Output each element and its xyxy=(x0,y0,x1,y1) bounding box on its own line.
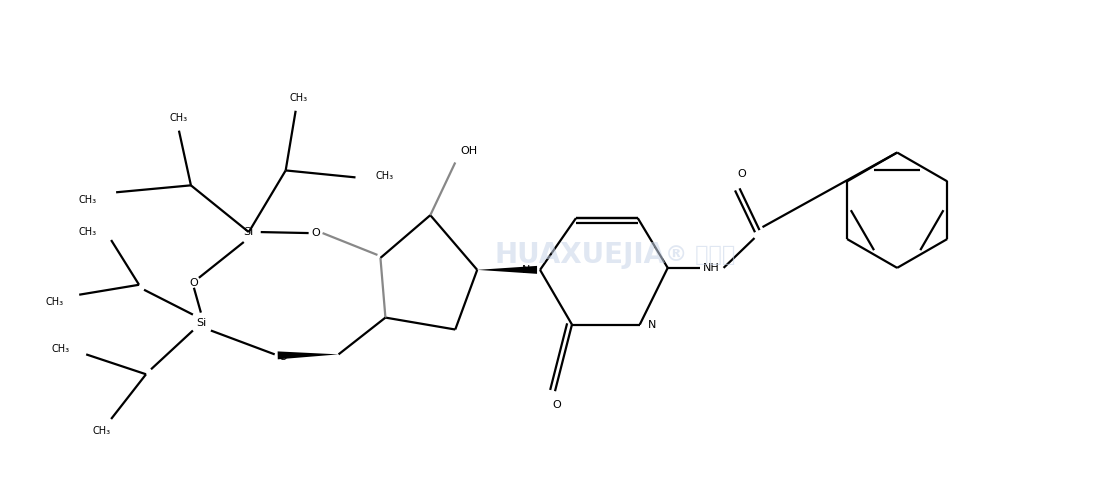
Text: CH₃: CH₃ xyxy=(78,227,96,237)
Text: O: O xyxy=(737,169,746,179)
Text: N: N xyxy=(522,265,530,275)
Text: ® 化学加: ® 化学加 xyxy=(664,245,735,265)
Text: O: O xyxy=(278,353,287,362)
Text: CH₃: CH₃ xyxy=(375,171,394,181)
Text: O: O xyxy=(553,400,561,410)
Polygon shape xyxy=(477,266,538,274)
Text: O: O xyxy=(189,278,198,288)
Text: CH₃: CH₃ xyxy=(78,195,96,205)
Text: CH₃: CH₃ xyxy=(51,344,69,355)
Text: CH₃: CH₃ xyxy=(170,113,188,123)
Text: O: O xyxy=(312,228,319,238)
Text: CH₃: CH₃ xyxy=(92,426,110,436)
Text: Si: Si xyxy=(244,227,254,237)
Text: CH₃: CH₃ xyxy=(289,93,307,103)
Text: CH₃: CH₃ xyxy=(46,297,63,307)
Text: NH: NH xyxy=(703,263,720,273)
Text: N: N xyxy=(648,320,657,329)
Text: OH: OH xyxy=(461,145,477,156)
Text: Si: Si xyxy=(196,318,206,327)
Text: HUAXUEJIA: HUAXUEJIA xyxy=(494,241,666,269)
Polygon shape xyxy=(277,352,338,359)
